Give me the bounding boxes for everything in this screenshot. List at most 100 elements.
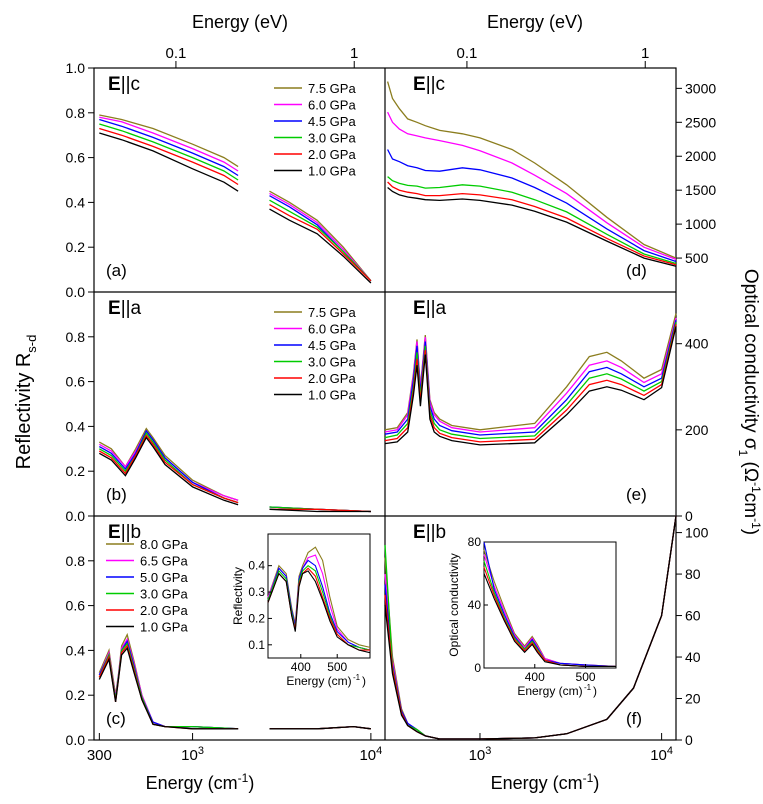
inset-x-tick-label: 500 [576, 670, 596, 684]
polarization-label: E||c [108, 74, 140, 95]
legend-entry: 4.5 GPa [308, 114, 356, 129]
series-line-4-5-GPa [384, 319, 677, 436]
inset-series-line [483, 541, 617, 667]
y-tick-label: 0.2 [66, 687, 86, 703]
y-tick-label: 2000 [685, 148, 716, 164]
inset-x-label: Energy (cm) [286, 674, 351, 688]
y-tick-label: 0.2 [66, 463, 86, 479]
y-tick-label: 0.4 [66, 418, 86, 434]
top-axis-label-right: Energy (eV) [487, 12, 583, 32]
series-line-3-0-GPa [387, 176, 677, 265]
inset-x-tick-label: 500 [327, 660, 347, 674]
inset-y-tick-label: 80 [468, 535, 482, 549]
series-line-2-0-GPa [387, 181, 677, 266]
panel-label: (f) [626, 709, 642, 728]
y-tick-label: 60 [685, 608, 701, 624]
inset-series-line [267, 570, 371, 654]
panel-label: (e) [626, 485, 647, 504]
legend-entry: 3.0 GPa [140, 587, 188, 602]
x-tick-label: 104 [359, 745, 382, 764]
y-tick-label: 0.4 [66, 194, 86, 210]
inset-x-tick-label: 400 [291, 660, 311, 674]
bottom-axis-label-right: Energy (cm-1) [491, 771, 600, 793]
series-line-1-0-GPa [387, 186, 677, 267]
top-axis-tick-label: 1 [350, 45, 358, 62]
series-line-6-0-GPa [387, 111, 677, 261]
series-line-1-0-GPa [99, 132, 372, 284]
series-line-2-0-GPa [98, 434, 371, 513]
y-tick-label: 0.8 [66, 105, 86, 121]
series-line-2-0-GPa [99, 127, 372, 282]
legend-entry: 1.0 GPa [308, 164, 356, 179]
left-axis-label: Reflectivity Rs-d [13, 335, 39, 470]
inset-x-label: Energy (cm) [517, 684, 582, 698]
inset-x-label-sup: -1 [353, 673, 361, 682]
y-tick-label: 40 [685, 649, 701, 665]
panel-label: (c) [106, 709, 126, 728]
y-tick-label: 0.2 [66, 239, 86, 255]
legend-entry: 2.0 GPa [140, 603, 188, 618]
series-line-1-0-GPa [384, 515, 677, 740]
y-tick-label: 500 [685, 250, 709, 266]
x-tick-label: 103 [469, 745, 492, 764]
inset-y-tick-label: 40 [468, 598, 482, 612]
legend-entry: 7.5 GPa [308, 305, 356, 320]
top-axis-tick-label: 0.1 [456, 45, 477, 62]
y-tick-label: 0.0 [66, 284, 86, 300]
inset-x-label-close: ) [593, 684, 597, 698]
series-line-7-5-GPa [386, 81, 677, 259]
inset-y-label: Optical conductivity [447, 553, 461, 656]
top-axis-tick-label: 0.1 [165, 45, 186, 62]
inset-y-tick-label: 0.3 [248, 585, 265, 599]
panel-label: (a) [106, 261, 127, 280]
y-tick-label: 20 [685, 691, 701, 707]
y-tick-label: 0 [685, 508, 693, 524]
inset-x-label-sup: -1 [584, 683, 592, 692]
x-tick-label: 103 [181, 745, 204, 764]
right-axis-label: Optical conductivity σ1 (Ω-1cm-1) [736, 269, 763, 535]
y-tick-label: 2500 [685, 114, 716, 130]
y-tick-label: 1.0 [66, 60, 86, 76]
polarization-label: E||b [108, 522, 141, 543]
y-tick-label: 0.8 [66, 329, 86, 345]
y-tick-label: 0.0 [66, 508, 86, 524]
polarization-label: E||c [413, 74, 445, 95]
inset-y-tick-label: 0.1 [248, 638, 265, 652]
inset-c-inset: 400 500 0.1 0.2 0.3 0.4 Energy (cm) -1) Reflecti… [231, 533, 371, 688]
legend-entry: 2.0 GPa [308, 371, 356, 386]
inset-y-label: Reflectivity [231, 567, 245, 625]
panel-label: (b) [106, 485, 127, 504]
series-line-4-5-GPa [387, 149, 677, 263]
y-tick-label: 100 [685, 525, 709, 541]
inset-y-tick-label: 0 [474, 661, 481, 675]
legend-entry: 6.0 GPa [308, 98, 356, 113]
legend-entry: 3.0 GPa [308, 355, 356, 370]
y-tick-label: 0.6 [66, 598, 86, 614]
y-tick-label: 0.6 [66, 374, 86, 390]
legend-entry: 4.5 GPa [308, 338, 356, 353]
y-tick-label: 3000 [685, 80, 716, 96]
top-axis-label-left: Energy (eV) [192, 12, 288, 32]
y-tick-label: 80 [685, 566, 701, 582]
y-tick-label: 1500 [685, 182, 716, 198]
top-axis-tick-label: 1 [641, 45, 649, 62]
series-line-7-5-GPa [99, 114, 372, 282]
inset-frame [267, 533, 371, 659]
inset-series-line [483, 573, 616, 667]
series-line-1-0-GPa [98, 436, 371, 513]
legend-entry: 6.5 GPa [140, 554, 188, 569]
series-line-3-0-GPa [99, 123, 372, 282]
legend-entry: 6.0 GPa [308, 322, 356, 337]
inset-x-tick-label: 400 [525, 670, 545, 684]
series-line-1-0-GPa [384, 326, 677, 446]
y-tick-label: 1000 [685, 216, 716, 232]
inset-y-tick-label: 0.4 [248, 559, 265, 573]
inset-x-label-close: ) [362, 674, 366, 688]
legend-entry: 1.0 GPa [140, 620, 188, 635]
polarization-label: E||a [413, 298, 447, 319]
y-tick-label: 0 [685, 732, 693, 748]
y-tick-label: 0.8 [66, 553, 86, 569]
legend-entry: 1.0 GPa [308, 388, 356, 403]
inset-f-inset: 400 500 0 40 80 Energy (cm) -1) Optical conduct… [447, 535, 617, 698]
